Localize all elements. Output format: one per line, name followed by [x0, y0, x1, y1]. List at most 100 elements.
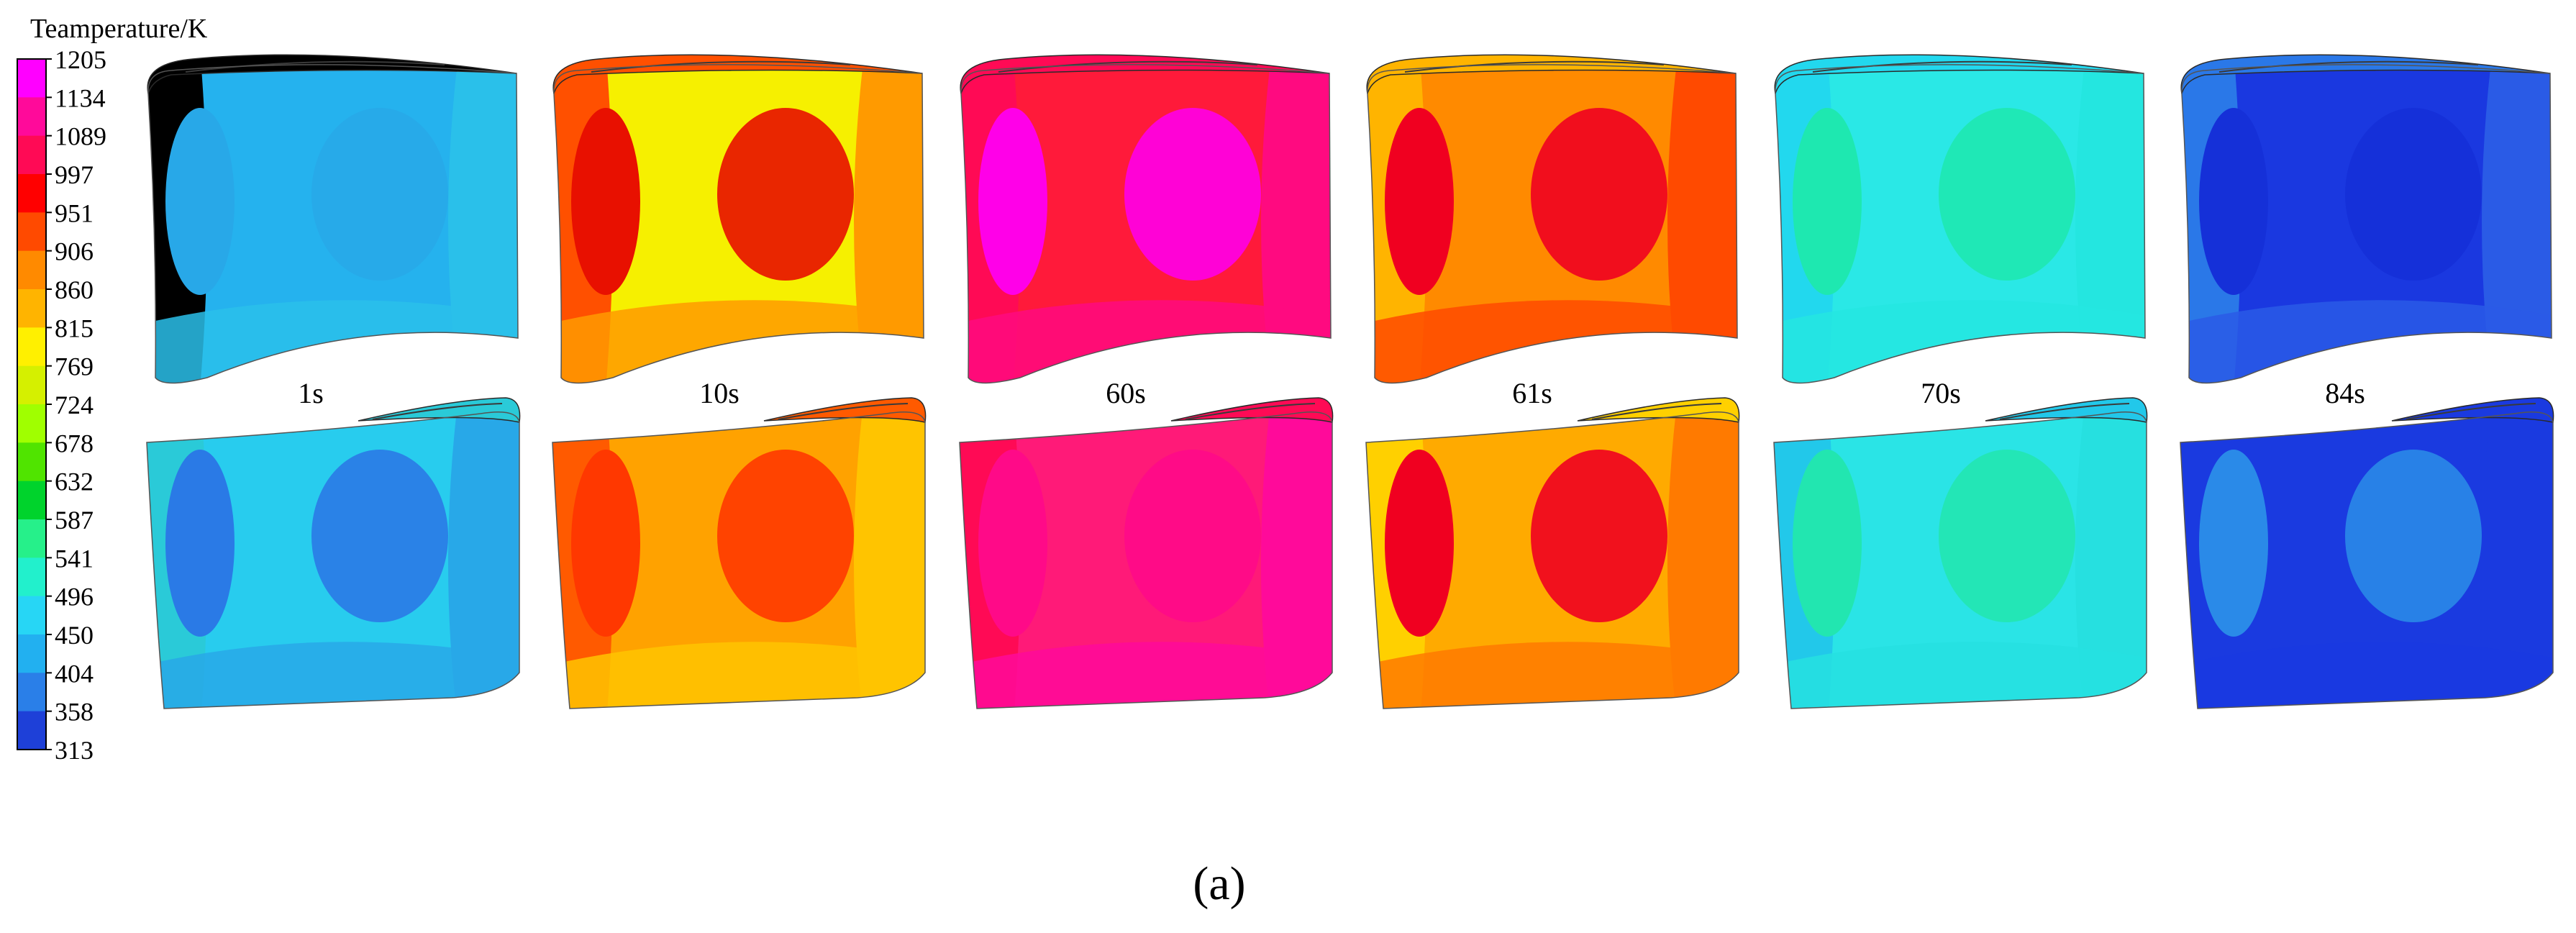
- blade-surface: [553, 64, 924, 383]
- colorbar-band: [17, 596, 46, 635]
- contour-trailing-edge: [2482, 64, 2552, 383]
- blade-tip-cavity: [778, 403, 909, 420]
- colorbar-tick-label: 769: [55, 352, 94, 381]
- contour-core-center: [2345, 450, 2482, 622]
- blade-surface: [552, 411, 925, 709]
- contour-core-center: [2345, 108, 2482, 281]
- contour-core-center: [1124, 450, 1261, 622]
- colorbar-band: [17, 519, 46, 558]
- colorbar-tick-label: 1134: [55, 83, 106, 112]
- contour-core-center: [1531, 450, 1667, 622]
- blade-outline: [1367, 64, 1738, 384]
- legend-title: Teamperature/K: [30, 14, 208, 44]
- blade-outline: [553, 64, 924, 384]
- contour-trailing-edge: [448, 411, 519, 709]
- blade-tip-cavity: [1812, 60, 2072, 73]
- blade-surface: [960, 64, 1331, 383]
- blade-bottom-60s: [959, 397, 1334, 709]
- colorbar-tick-label: 313: [55, 736, 94, 765]
- blade-outline: [1775, 64, 2146, 384]
- colorbar-tick-label: 906: [55, 237, 94, 266]
- contour-lower-band: [1774, 642, 2147, 709]
- contour-trailing-edge: [1261, 411, 1332, 709]
- colorbar-band: [17, 634, 46, 673]
- blade-tip-cavity: [2218, 60, 2479, 73]
- contour-core-left: [2199, 108, 2268, 295]
- colorbar-band: [17, 481, 46, 520]
- contour-trailing-edge: [2482, 411, 2553, 709]
- contour-core-center: [1939, 108, 2075, 281]
- colorbar-tick-label: 1089: [55, 122, 106, 151]
- colorbar: [17, 59, 46, 750]
- temperature-legend: Teamperature/K 1205 1134 1089 997 951 906 860 8…: [17, 14, 208, 765]
- colorbar-tick-label: 358: [55, 698, 94, 727]
- blade-outline: [147, 64, 519, 384]
- contour-core-center: [1531, 108, 1667, 281]
- contour-lower-band: [2181, 300, 2552, 383]
- colorbar-band: [17, 135, 46, 175]
- colorbar-tick-label: 1205: [55, 45, 106, 74]
- contour-lower-band: [147, 642, 519, 709]
- contour-core-left: [571, 450, 640, 637]
- time-label-61s: 61s: [1512, 377, 1552, 409]
- colorbar-band: [17, 327, 46, 367]
- colorbar-band: [17, 174, 46, 213]
- blade-surface: [960, 411, 1332, 709]
- blade-outline: [552, 411, 926, 709]
- colorbar-band: [17, 673, 46, 712]
- colorbar-tick-label: 997: [55, 160, 94, 189]
- blade-outline: [1773, 411, 2147, 709]
- blade-surface: [2181, 64, 2552, 383]
- colorbar-tick-label: 860: [55, 276, 94, 304]
- contour-trailing-edge: [854, 64, 924, 383]
- blade-surface: [2180, 411, 2553, 709]
- colorbar-band: [17, 250, 46, 290]
- contour-trailing-edge: [1667, 411, 1739, 709]
- blade-tip-cavity: [2406, 403, 2536, 420]
- colorbar-tick-label: 404: [55, 659, 94, 688]
- blade-surface: [1775, 64, 2145, 383]
- contour-core-left: [1385, 450, 1454, 637]
- contour-core-center: [717, 450, 854, 622]
- colorbar-band: [17, 442, 46, 482]
- contour-lower-band: [553, 300, 924, 383]
- contour-core-left: [165, 108, 235, 295]
- contour-trailing-edge: [854, 411, 925, 709]
- colorbar-band: [17, 404, 46, 443]
- blade-bottom-61s: [1365, 397, 1740, 709]
- contour-lower-band: [960, 300, 1331, 383]
- contour-core-center: [1939, 450, 2075, 622]
- time-label-60s: 60s: [1106, 377, 1146, 409]
- colorbar-tick-label: 587: [55, 506, 94, 534]
- blade-bottom-70s: [1773, 397, 2148, 709]
- colorbar-band: [17, 212, 46, 252]
- blade-top-70s: [1774, 54, 2146, 384]
- blade-outline: [2180, 411, 2554, 709]
- blade-surface: [147, 411, 519, 709]
- time-label-84s: 84s: [2325, 377, 2365, 409]
- contour-lower-band: [2180, 642, 2553, 709]
- blade-outline: [2181, 64, 2552, 384]
- colorbar-tick-label: 678: [55, 429, 94, 458]
- blade-outline: [959, 411, 1333, 709]
- contour-core-center: [1124, 108, 1261, 281]
- blade-surface: [1367, 64, 1737, 383]
- blade-top-10s: [552, 54, 924, 384]
- blade-tip-cavity: [185, 60, 445, 73]
- contour-trailing-edge: [1261, 64, 1331, 383]
- colorbar-tick-label: 632: [55, 468, 94, 496]
- colorbar-tick-label: 951: [55, 199, 94, 227]
- contour-lower-band: [1775, 300, 2145, 383]
- blade-top-61s: [1366, 54, 1738, 384]
- contour-core-left: [978, 108, 1047, 295]
- time-label-10s: 10s: [699, 377, 739, 409]
- colorbar-tick-label: 724: [55, 391, 94, 419]
- colorbar-band: [17, 711, 46, 750]
- contour-core-left: [165, 450, 235, 637]
- blade-tip-cavity: [1404, 60, 1665, 73]
- blade-outline: [146, 411, 520, 709]
- contour-lower-band: [1367, 300, 1737, 383]
- contour-core-left: [1385, 108, 1454, 295]
- contour-trailing-edge: [2075, 64, 2145, 383]
